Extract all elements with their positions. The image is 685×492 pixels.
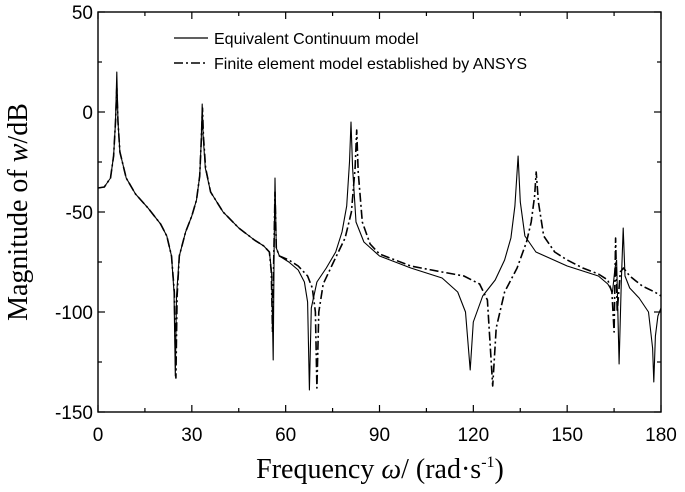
x-tick-label: 180 <box>645 425 677 446</box>
x-axis-title: Frequency ω/ (rad·s-1) <box>256 454 504 485</box>
series-line-continuum <box>97 71 662 391</box>
legend-label-continuum: Equivalent Continuum model <box>214 31 419 48</box>
legend-label-ansys: Finite element model established by ANSY… <box>214 56 527 73</box>
y-tick-label: 0 <box>82 103 93 124</box>
x-tick-label: 120 <box>457 425 489 446</box>
y-tick-label: -100 <box>55 303 93 324</box>
y-tick-label: -50 <box>66 203 93 224</box>
x-tick-label: 30 <box>181 425 202 446</box>
y-tick-label: 50 <box>72 3 93 24</box>
x-tick-label: 0 <box>93 425 104 446</box>
x-tick-label: 150 <box>551 425 583 446</box>
x-tick-label: 90 <box>369 425 390 446</box>
y-axis-title: Magnitude of w/dB <box>3 103 34 321</box>
legend: Equivalent Continuum model Finite elemen… <box>174 31 527 73</box>
y-tick-label: -150 <box>55 403 93 424</box>
series-layer <box>97 71 662 391</box>
tick-layer: 0 30 60 90 120 150 180 50 0 -50 -100 -150 <box>55 3 677 446</box>
series-line-ansys <box>97 87 662 389</box>
x-tick-label: 60 <box>275 425 296 446</box>
